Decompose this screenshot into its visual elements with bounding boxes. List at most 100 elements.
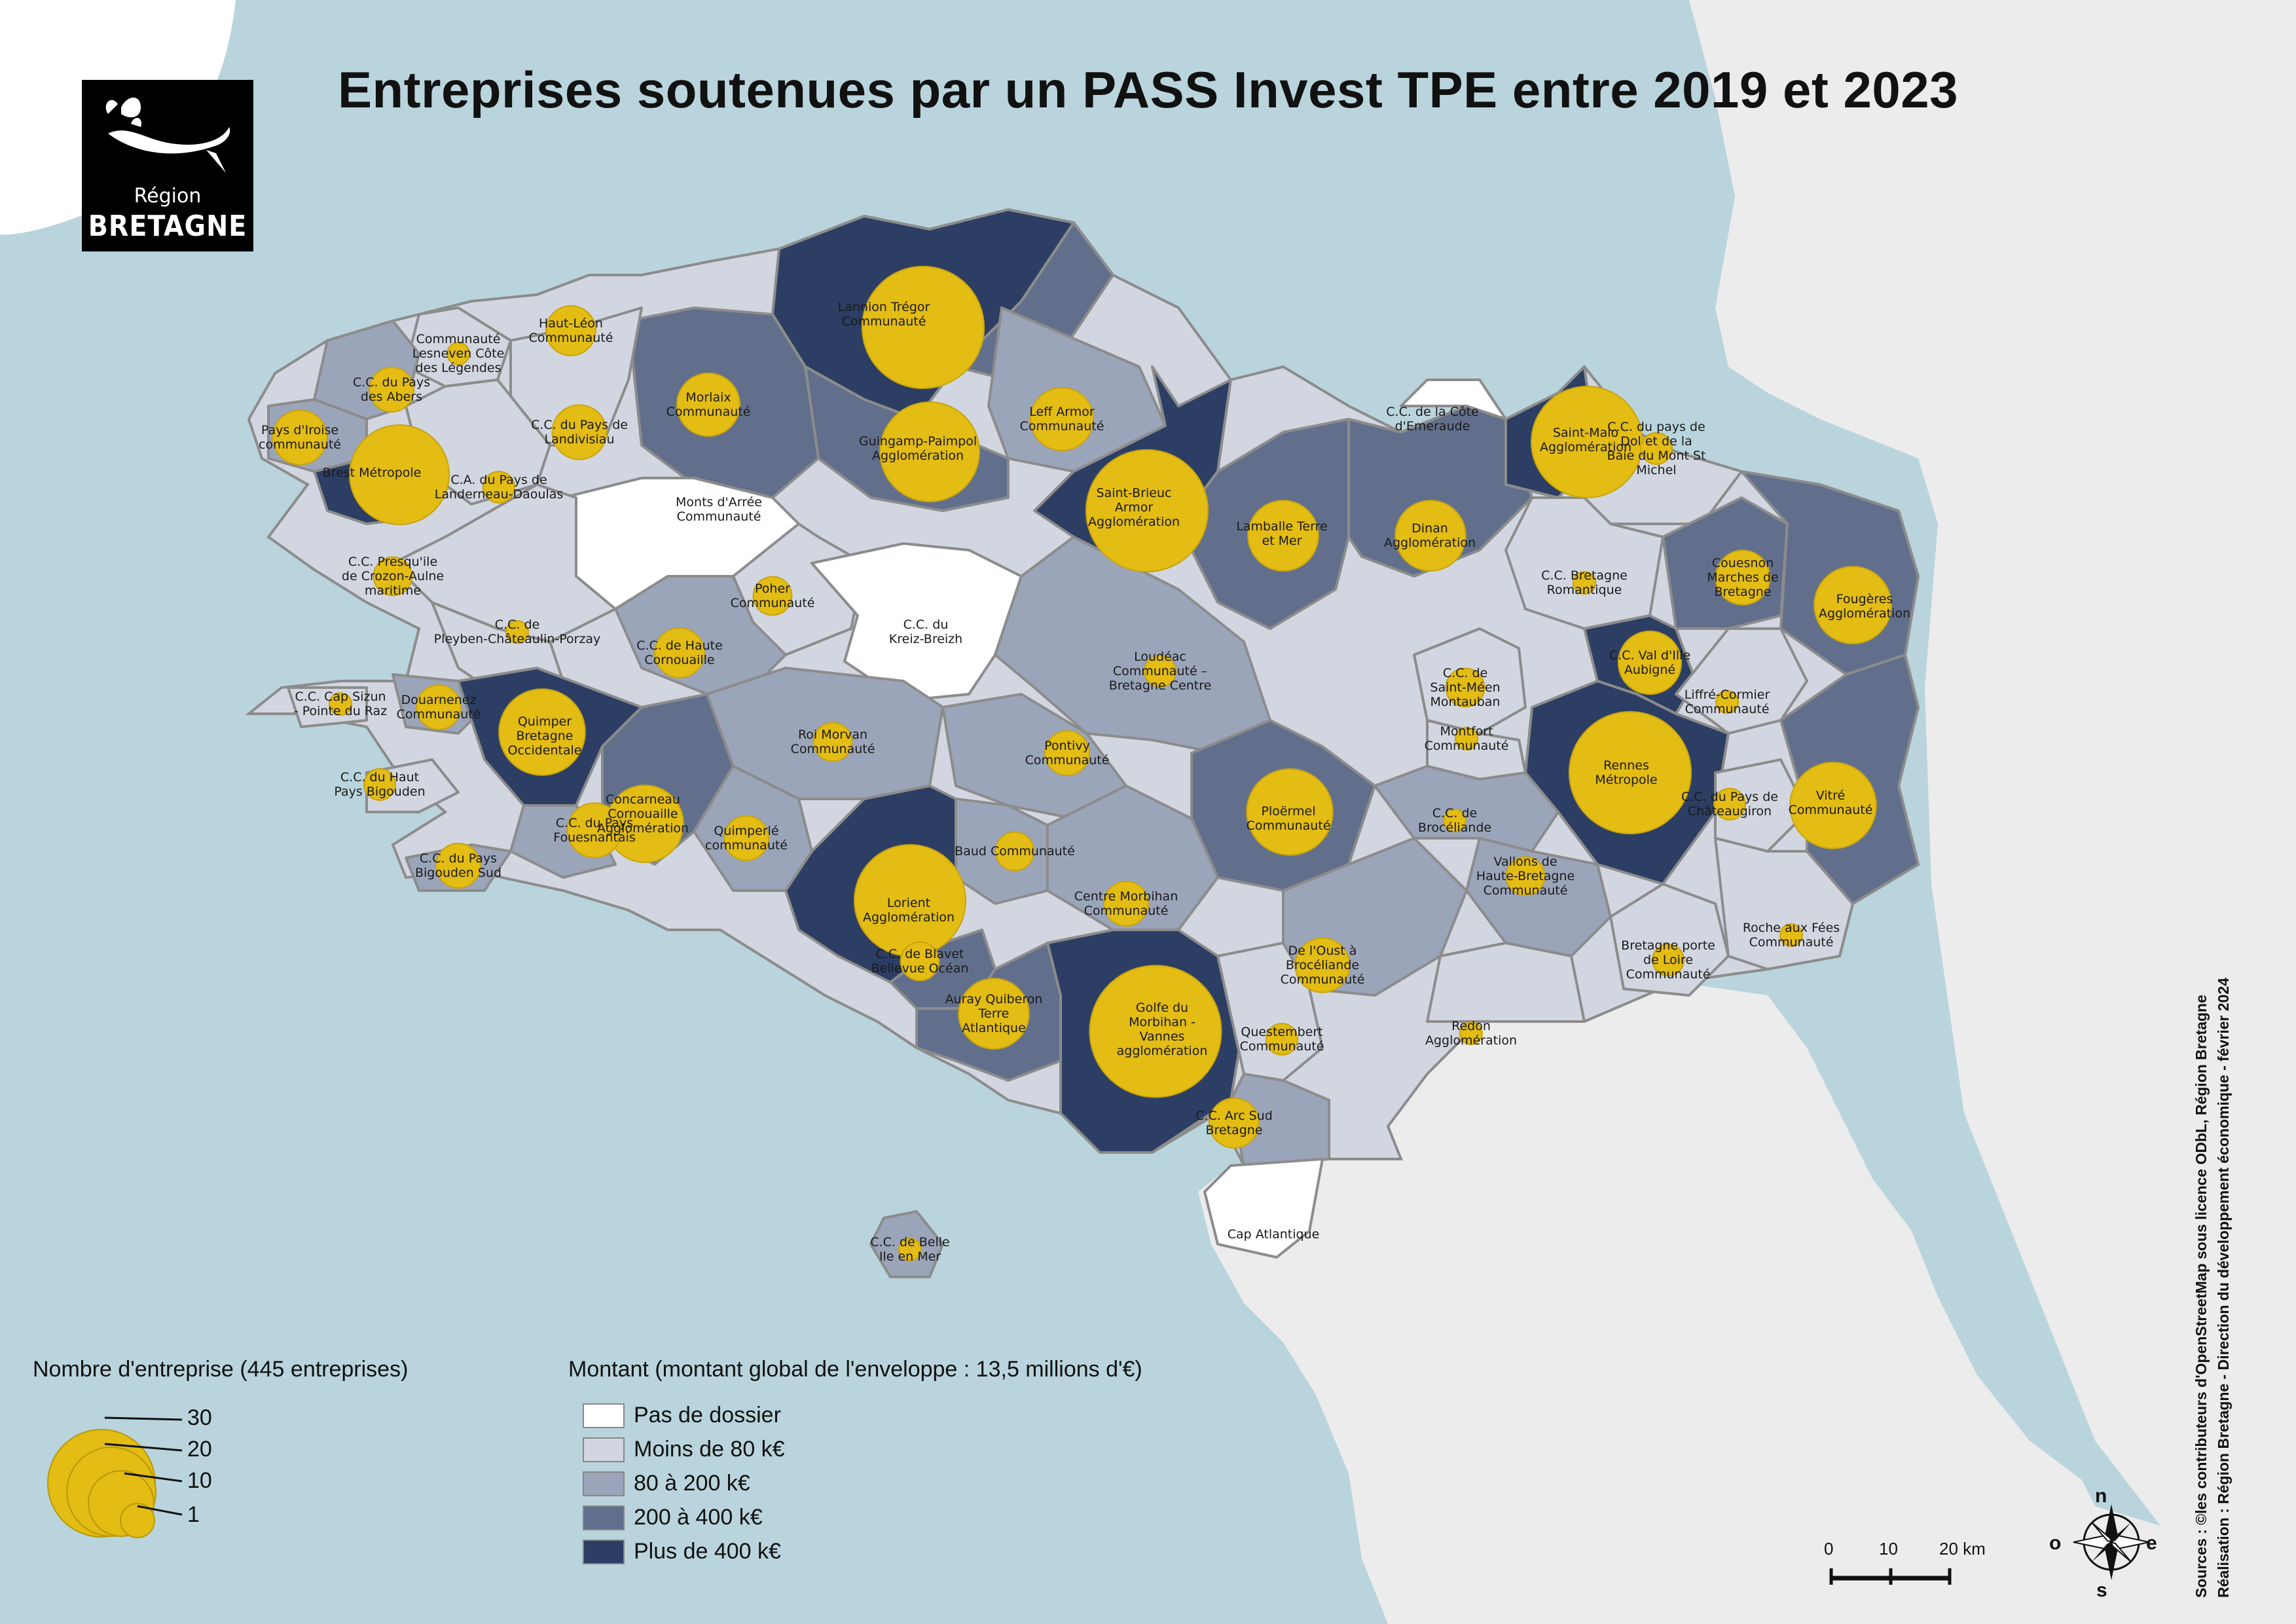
territory-label: Brest Métropole xyxy=(322,466,422,480)
sources-line: Réalisation : Région Bretagne - Directio… xyxy=(2215,977,2232,1598)
territory-bubble xyxy=(1266,1023,1298,1056)
territory-label: C.C. Bretagne Romantique xyxy=(1541,568,1628,597)
amount-legend-label: Pas de dossier xyxy=(634,1403,781,1428)
amount-legend-row: 200 à 400 k€ xyxy=(583,1505,763,1530)
territory-label: Concarneau Cornouaille Agglomération xyxy=(596,792,689,836)
territory-label: C.C. de Blavet Bellevue Océan xyxy=(871,947,969,976)
territory-polygon xyxy=(1046,784,1219,931)
amount-legend-label: 200 à 400 k€ xyxy=(634,1505,763,1530)
territory-bubble xyxy=(329,692,352,716)
territory-bubble xyxy=(1445,667,1485,708)
territory-label: C.C. de Saint-Méen Montauban xyxy=(1430,666,1501,709)
territory-bubble xyxy=(676,372,741,437)
territory-bubble xyxy=(958,978,1030,1050)
territory-bubble xyxy=(1029,386,1095,452)
size-legend-label: 1 xyxy=(187,1502,200,1527)
territory-label: Roche aux Fées Communauté xyxy=(1742,921,1840,950)
territory-bubble xyxy=(1394,500,1467,572)
territory-bubble xyxy=(1103,881,1149,927)
territory-label: Liffré-Cormier Communauté xyxy=(1684,688,1770,716)
compass-east-label: e xyxy=(2146,1532,2157,1554)
amount-legend-swatch xyxy=(583,1505,625,1530)
territory-bubble xyxy=(373,556,413,597)
territory-bubble xyxy=(1089,965,1222,1098)
scale-label: 20 km xyxy=(1939,1539,1986,1559)
territory-bubble xyxy=(1246,768,1334,856)
territory-label: C.C. Presqu'ile de Crozon-Aulne maritime xyxy=(341,555,445,598)
amount-legend-label: 80 à 200 k€ xyxy=(634,1471,750,1496)
territory-label: Guingamp-Paimpol Agglomération xyxy=(858,434,977,463)
size-legend-label: 20 xyxy=(187,1437,212,1462)
region-bretagne-logo: Région BRETAGNE xyxy=(82,80,253,251)
territory-polygon xyxy=(1714,837,1854,970)
bubbles xyxy=(272,265,1892,1261)
territory-polygon xyxy=(811,542,1023,702)
compass-south-label: s xyxy=(2096,1579,2107,1601)
amount-legend-row: Plus de 400 k€ xyxy=(583,1539,781,1564)
compass-west-label: o xyxy=(2049,1532,2062,1554)
territory-bubble xyxy=(1505,856,1546,896)
territory-bubble xyxy=(861,265,985,390)
territory-bubble xyxy=(1294,937,1351,993)
territory-label: C.C. de Belle Ile en Mer xyxy=(870,1235,950,1264)
territory-label: Roi Morvan Communauté xyxy=(790,728,875,756)
territory-label: C.C. du Pays de Landivisiau xyxy=(531,418,628,447)
territory-label: Golfe du Morbihan - Vannes agglomération xyxy=(1116,1001,1208,1058)
territory-label: Vitré Communauté xyxy=(1788,788,1873,817)
territory-bubble xyxy=(446,342,470,365)
territory-label: Saint-Malo Agglomération xyxy=(1539,426,1632,454)
size-legend-label: 30 xyxy=(187,1405,212,1430)
amount-legend-swatch xyxy=(583,1403,625,1428)
territory-label: Haut-Léon Communauté xyxy=(528,316,613,345)
territory-bubble xyxy=(551,404,608,460)
territory-label: Ploërmel Communauté xyxy=(1246,804,1331,833)
sources-line: Sources : ©les contributeurs d'OpenStree… xyxy=(2193,995,2210,1598)
territory-label: Poher Communauté xyxy=(730,581,815,610)
territory-label: Centre Morbihan Communauté xyxy=(1074,889,1178,918)
territory-label: Pontivy Communauté xyxy=(1025,739,1110,767)
territory-bubble xyxy=(1573,571,1596,595)
territory-label: Rennes Métropole xyxy=(1595,758,1658,787)
territory-bubble xyxy=(1813,566,1892,644)
territory-bubble xyxy=(349,424,450,525)
territory-label: Auray Quiberon Terre Atlantique xyxy=(945,992,1043,1035)
territory-bubble xyxy=(1247,500,1319,572)
territory-polygon xyxy=(1347,405,1533,578)
compass-rose xyxy=(2073,1504,2150,1580)
territory-polygon xyxy=(1400,378,1507,420)
territory-bubble xyxy=(369,367,414,413)
territory-label: C.C. du Haut Pays Bigouden xyxy=(334,770,426,799)
territory-label: C.C. du Pays des Abers xyxy=(352,375,431,404)
scale-bar xyxy=(1829,1568,1952,1585)
territory-bubble xyxy=(1144,655,1176,688)
territory-label: C.C. du Pays de Châteaugiron xyxy=(1681,790,1778,819)
territory-polygon xyxy=(1203,1158,1324,1259)
amount-legend-row: 80 à 200 k€ xyxy=(583,1471,750,1496)
territory-bubble xyxy=(654,627,705,678)
territory-bubble xyxy=(435,843,481,889)
territory-label: Vallons de Haute-Bretagne Communauté xyxy=(1476,855,1575,898)
territory-label: C.C. de Haute Cornouaille xyxy=(636,638,723,667)
territory-label: Pays d'Iroise communauté xyxy=(259,423,341,452)
territory-bubble xyxy=(1640,432,1673,465)
amount-legend-swatch xyxy=(583,1471,625,1496)
territory-label: C.C. Arc Sud Bretagne xyxy=(1195,1109,1273,1137)
size-legend-circle-1 xyxy=(120,1503,155,1538)
territory-label: Redon Agglomération xyxy=(1425,1019,1518,1048)
territory-bubble xyxy=(994,831,1035,872)
territory-label: Monts d'Arrée Communauté xyxy=(676,495,762,524)
territory-bubble xyxy=(483,471,515,504)
amount-legend-row: Pas de dossier xyxy=(583,1403,781,1428)
sources-credit: Sources : ©les contributeurs d'OpenStree… xyxy=(2190,978,2234,1598)
territory-bubble xyxy=(879,401,980,502)
territory-label: C.C. du Kreiz-Breizh xyxy=(888,618,963,646)
territory-label: Bretagne porte de Loire Communauté xyxy=(1621,938,1715,982)
territory-bubble xyxy=(898,1238,922,1261)
territory-bubble xyxy=(566,802,623,858)
territory-label: Quimperlé communauté xyxy=(705,824,788,853)
logo-bretagne-text: BRETAGNE xyxy=(88,210,247,243)
territory-label: Fougères Agglomération xyxy=(1818,592,1911,621)
territory-label: Questembert Communauté xyxy=(1239,1025,1324,1054)
territory-label: Quimper Bretagne Occidentale xyxy=(507,714,582,758)
territory-bubble xyxy=(900,941,940,982)
